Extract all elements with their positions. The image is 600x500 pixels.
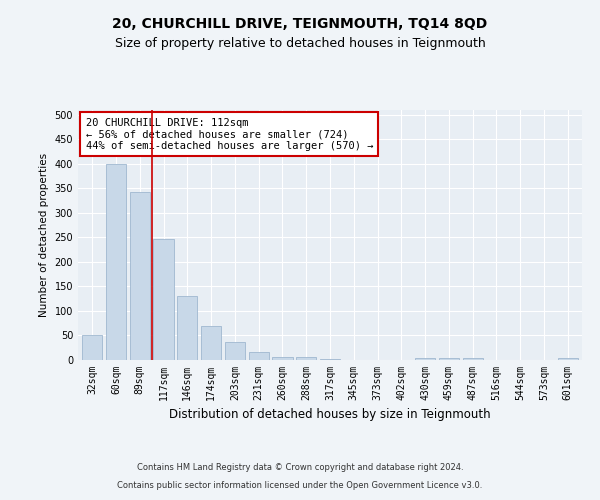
Bar [201, 326, 221, 360]
Text: 20 CHURCHILL DRIVE: 112sqm
← 56% of detached houses are smaller (724)
44% of sem: 20 CHURCHILL DRIVE: 112sqm ← 56% of deta… [86, 118, 373, 150]
Bar [320, 358, 340, 360]
Bar [557, 358, 578, 360]
Text: 20, CHURCHILL DRIVE, TEIGNMOUTH, TQ14 8QD: 20, CHURCHILL DRIVE, TEIGNMOUTH, TQ14 8Q… [112, 18, 488, 32]
Bar [463, 358, 483, 360]
Bar [272, 356, 293, 360]
Bar [154, 240, 173, 360]
Text: Size of property relative to detached houses in Teignmouth: Size of property relative to detached ho… [115, 38, 485, 51]
Y-axis label: Number of detached properties: Number of detached properties [39, 153, 49, 317]
Bar [225, 342, 245, 360]
X-axis label: Distribution of detached houses by size in Teignmouth: Distribution of detached houses by size … [169, 408, 491, 422]
Bar [130, 192, 150, 360]
Bar [82, 336, 103, 360]
Bar [248, 352, 269, 360]
Bar [439, 358, 459, 360]
Text: Contains HM Land Registry data © Crown copyright and database right 2024.: Contains HM Land Registry data © Crown c… [137, 464, 463, 472]
Bar [415, 358, 435, 360]
Bar [296, 356, 316, 360]
Bar [177, 296, 197, 360]
Bar [106, 164, 126, 360]
Text: Contains public sector information licensed under the Open Government Licence v3: Contains public sector information licen… [118, 481, 482, 490]
